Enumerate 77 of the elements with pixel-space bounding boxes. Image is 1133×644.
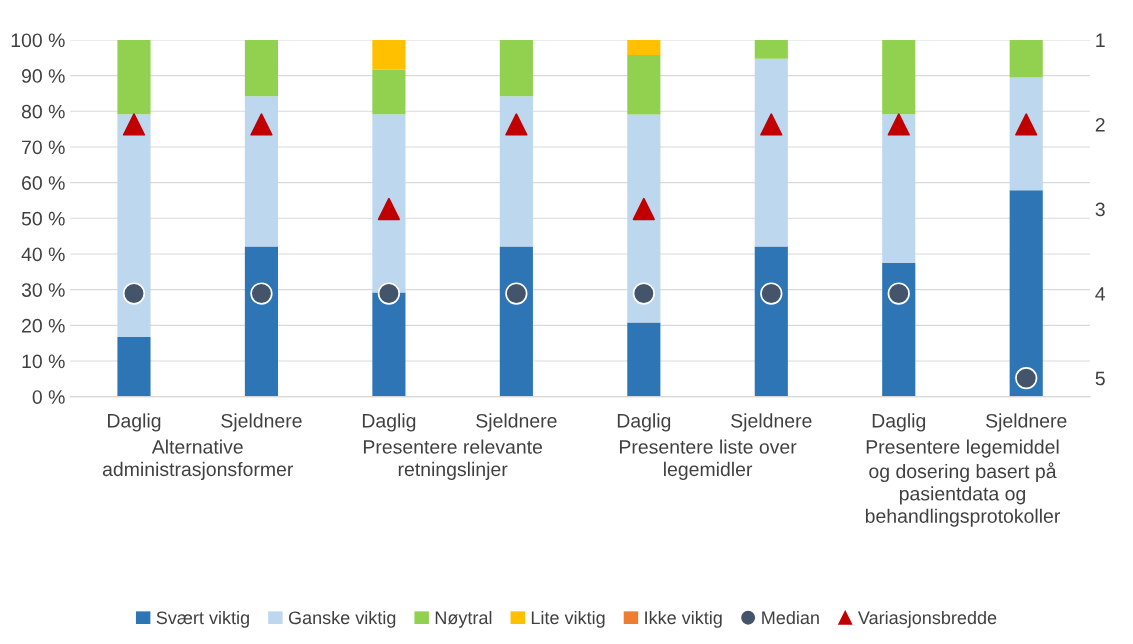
x-tick-label: Sjeldnere xyxy=(476,413,557,432)
legend-label: Ganske viktig xyxy=(288,610,396,628)
y-tick-label: 80 % xyxy=(21,104,65,119)
y-tick-label: 30 % xyxy=(21,283,65,297)
point xyxy=(632,197,655,221)
bar xyxy=(627,114,661,323)
x-tick-label: Sjeldnere xyxy=(221,413,302,432)
point xyxy=(122,113,146,136)
bar xyxy=(754,39,788,59)
bar xyxy=(627,39,661,55)
y-tick-label: 0 % xyxy=(32,390,65,404)
text: Presentere liste over legemidler xyxy=(620,439,797,480)
bar xyxy=(499,246,533,397)
y-tick-label: 10 % xyxy=(22,354,65,369)
x-tick-label: Daglig xyxy=(872,413,926,432)
bar xyxy=(244,39,279,97)
bar xyxy=(1009,190,1043,397)
point xyxy=(505,113,528,136)
bar xyxy=(754,58,788,247)
point xyxy=(505,282,528,305)
bar xyxy=(1009,77,1043,191)
bar xyxy=(372,114,406,293)
bar xyxy=(499,39,533,97)
bar xyxy=(882,114,916,263)
y2-tick-label: 5 xyxy=(1095,371,1105,386)
legend-label: Variasjonsbredde xyxy=(857,610,997,628)
x-tick-label: Sjeldnere xyxy=(986,413,1067,432)
bar xyxy=(372,292,406,397)
bar xyxy=(117,39,151,115)
point xyxy=(1015,366,1038,390)
x-tick-label: Daglig xyxy=(108,413,161,432)
bar xyxy=(627,322,661,397)
point xyxy=(887,282,910,305)
bar xyxy=(754,246,788,397)
bar xyxy=(372,69,406,115)
point xyxy=(377,282,401,305)
y-tick-label: 100 % xyxy=(11,33,65,48)
point xyxy=(887,113,910,136)
bar xyxy=(882,262,916,397)
point xyxy=(250,282,273,305)
legend-label: Ikke viktig xyxy=(645,610,722,628)
bar xyxy=(372,39,406,70)
y2-tick-label: 4 xyxy=(1095,287,1106,301)
legend-label: Nøytral xyxy=(435,610,492,628)
y2-tick-label: 1 xyxy=(1096,33,1105,47)
y-tick-label: 20 % xyxy=(22,318,65,333)
point xyxy=(250,113,273,136)
legend-label: Lite viktig xyxy=(531,610,605,628)
x-tick-label: Sjeldnere xyxy=(731,413,812,432)
x-tick-label: Daglig xyxy=(617,413,671,432)
legend-label: Svært viktig xyxy=(156,610,249,628)
bar xyxy=(117,114,151,338)
text: Presentere relevante retningslinjer xyxy=(363,439,543,480)
y-tick-label: 90 % xyxy=(21,69,65,83)
y2-tick-label: 3 xyxy=(1095,202,1105,217)
y2-tick-label: 2 xyxy=(1095,117,1105,132)
y-tick-label: 60 % xyxy=(22,176,65,190)
point xyxy=(1015,113,1038,136)
bar xyxy=(499,96,533,247)
text: Alternative administrasjonsformer xyxy=(102,439,294,480)
point xyxy=(377,197,401,221)
bar xyxy=(1009,39,1043,78)
point xyxy=(122,282,146,305)
point xyxy=(760,282,783,305)
y-tick-label: 70 % xyxy=(22,140,65,155)
bar xyxy=(244,96,279,247)
x-tick-label: Daglig xyxy=(362,413,416,432)
bar xyxy=(882,39,916,115)
point xyxy=(760,113,783,136)
bar xyxy=(244,246,279,397)
y-tick-label: 40 % xyxy=(21,247,65,262)
point xyxy=(632,282,655,305)
text: Presentere legemiddel og dosering basert på pasientdata og behandlingsprotokoller xyxy=(865,439,1060,527)
legend-label: Median xyxy=(762,610,819,625)
bar xyxy=(627,54,661,115)
bar xyxy=(117,337,151,397)
y-tick-label: 50 % xyxy=(21,211,65,226)
